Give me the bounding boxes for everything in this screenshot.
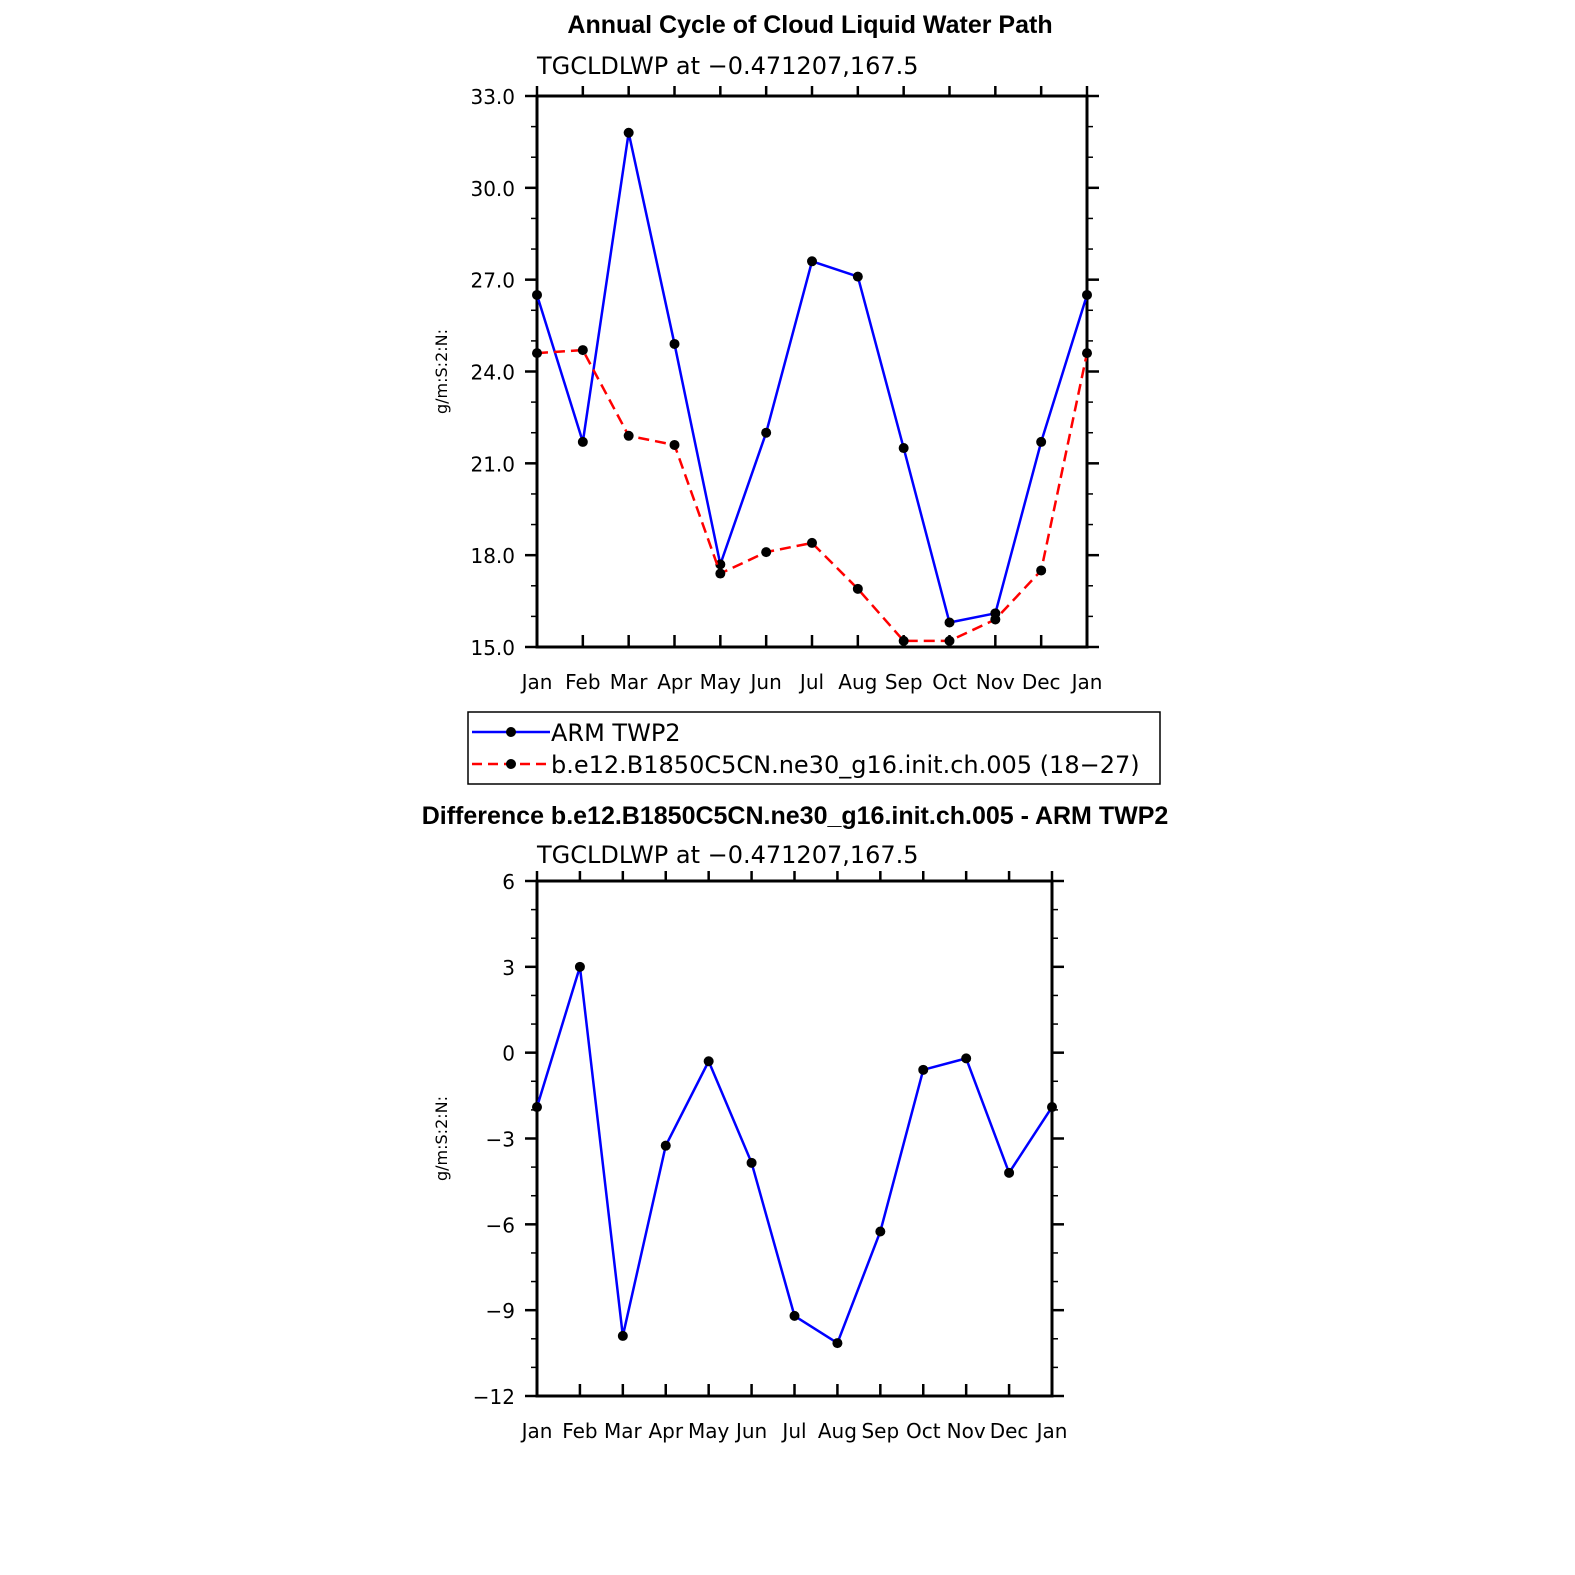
x-tick-label: Jan xyxy=(1035,1419,1068,1443)
data-point xyxy=(832,1338,843,1349)
plot-area: Jan Feb Mar Apr May Jun Jul Aug Sep Oct Nov Dec Jan1… xyxy=(432,85,1102,694)
data-point xyxy=(898,443,909,454)
data-point xyxy=(617,1330,628,1341)
data-point xyxy=(532,289,542,300)
chart-title: Difference b.e12.B1850C5CN.ne30_g16.init… xyxy=(422,802,1169,830)
x-tick-label: Jan xyxy=(1070,670,1103,694)
data-point xyxy=(807,537,817,548)
data-point xyxy=(1082,348,1092,359)
x-tick-label: May xyxy=(700,670,742,694)
series-line-0 xyxy=(535,131,1089,624)
y-tick-label: 18.0 xyxy=(470,544,515,568)
y-tick-label: −12 xyxy=(473,1385,515,1409)
y-tick-label: 21.0 xyxy=(470,452,515,476)
x-tick-label: Oct xyxy=(906,1419,941,1443)
chart-subtitle: TGCLDLWP at −0.471207,167.5 xyxy=(536,52,919,80)
data-point xyxy=(761,427,772,438)
x-tick-label: Mar xyxy=(604,1419,643,1443)
y-tick-label: 30.0 xyxy=(470,177,515,201)
data-point xyxy=(532,1102,542,1113)
x-tick-label: Jun xyxy=(734,1419,767,1443)
y-tick-label: 15.0 xyxy=(470,636,515,660)
data-point xyxy=(1004,1167,1015,1178)
x-tick-label: Dec xyxy=(990,1419,1029,1443)
y-tick-label: −3 xyxy=(486,1128,515,1152)
data-point xyxy=(623,430,634,441)
data-point xyxy=(990,614,1001,625)
data-point xyxy=(746,1157,757,1168)
annual-cycle-panel: Annual Cycle of Cloud Liquid Water Path … xyxy=(432,11,1161,785)
series-line-1 xyxy=(536,348,1089,643)
y-tick-label: 27.0 xyxy=(470,269,515,293)
data-point xyxy=(1036,565,1047,576)
data-point xyxy=(623,127,634,138)
data-point xyxy=(1047,1102,1057,1113)
data-point xyxy=(715,568,726,579)
y-tick-label: 3 xyxy=(502,956,515,980)
data-point xyxy=(577,345,588,356)
y-tick-label: 6 xyxy=(502,870,515,894)
data-point xyxy=(669,439,680,450)
x-tick-label: Jan xyxy=(520,1419,553,1443)
x-tick-label: Mar xyxy=(610,670,649,694)
x-tick-label: Jul xyxy=(798,670,824,694)
data-point xyxy=(1082,289,1092,300)
y-axis-label: g/m:S:2:N: xyxy=(432,1096,451,1181)
data-point xyxy=(944,635,955,646)
data-point xyxy=(1036,436,1047,447)
data-point xyxy=(761,547,772,558)
data-point xyxy=(944,617,955,628)
data-point xyxy=(852,583,863,594)
legend-marker-model xyxy=(506,759,516,769)
x-tick-label: Sep xyxy=(885,670,923,694)
y-axis-label: g/m:S:2:N: xyxy=(432,329,451,414)
y-tick-label: 33.0 xyxy=(470,85,515,109)
x-tick-label: Aug xyxy=(838,670,877,694)
data-point xyxy=(532,348,542,359)
series-line-0 xyxy=(535,965,1054,1345)
y-tick-label: 0 xyxy=(502,1042,515,1066)
y-tick-label: −9 xyxy=(486,1299,515,1323)
x-tick-label: Oct xyxy=(932,670,967,694)
data-point xyxy=(574,961,585,972)
x-tick-label: Dec xyxy=(1022,670,1061,694)
x-tick-label: Apr xyxy=(648,1419,683,1443)
x-tick-label: May xyxy=(688,1419,730,1443)
y-tick-label: −6 xyxy=(486,1213,515,1237)
data-point xyxy=(961,1053,972,1064)
data-point xyxy=(807,256,817,267)
x-tick-label: Jun xyxy=(749,670,782,694)
data-point xyxy=(918,1064,929,1075)
x-tick-label: Nov xyxy=(976,670,1015,694)
plot-area: Jan Feb Mar Apr May Jun Jul Aug Sep Oct Nov Dec Jan−… xyxy=(432,870,1067,1443)
x-tick-label: Sep xyxy=(861,1419,899,1443)
data-point xyxy=(898,635,909,646)
chart-title: Annual Cycle of Cloud Liquid Water Path xyxy=(567,11,1052,39)
data-point xyxy=(852,271,863,282)
legend-label-model: b.e12.B1850C5CN.ne30_g16.init.ch.005 (18… xyxy=(551,751,1140,779)
data-point xyxy=(875,1226,886,1237)
x-tick-label: Aug xyxy=(818,1419,857,1443)
y-tick-label: 24.0 xyxy=(470,361,515,385)
legend-label-arm: ARM TWP2 xyxy=(551,719,681,747)
x-tick-label: Jul xyxy=(780,1419,806,1443)
data-point xyxy=(577,436,588,447)
x-tick-label: Nov xyxy=(947,1419,986,1443)
data-point xyxy=(789,1310,800,1321)
legend-marker-arm xyxy=(506,727,516,737)
plot-frame xyxy=(535,94,1089,649)
x-tick-label: Feb xyxy=(562,1419,597,1443)
data-point xyxy=(669,338,680,349)
chart-subtitle: TGCLDLWP at −0.471207,167.5 xyxy=(536,841,919,869)
x-tick-label: Feb xyxy=(565,670,600,694)
data-point xyxy=(703,1056,714,1067)
data-point xyxy=(660,1140,671,1151)
x-tick-label: Apr xyxy=(657,670,692,694)
difference-panel: Difference b.e12.B1850C5CN.ne30_g16.init… xyxy=(422,802,1169,1443)
legend: ARM TWP2 b.e12.B1850C5CN.ne30_g16.init.c… xyxy=(467,711,1161,785)
x-tick-label: Jan xyxy=(520,670,553,694)
legend-box xyxy=(467,711,1161,785)
data-point xyxy=(715,559,726,570)
